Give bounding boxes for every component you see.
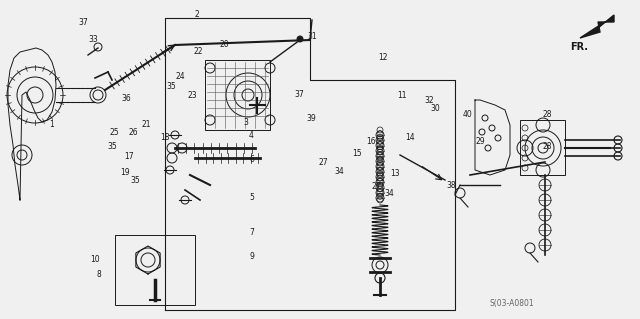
Text: 35: 35 <box>131 176 141 185</box>
Text: 8: 8 <box>97 270 102 279</box>
Text: 33: 33 <box>88 35 98 44</box>
Text: 4: 4 <box>249 131 254 140</box>
Text: 15: 15 <box>352 149 362 158</box>
Text: 10: 10 <box>90 256 100 264</box>
Bar <box>520 120 565 175</box>
Text: 36: 36 <box>122 94 132 103</box>
Text: 9: 9 <box>249 252 254 261</box>
Text: 35: 35 <box>166 82 176 91</box>
Text: 1: 1 <box>49 120 54 129</box>
Text: 6: 6 <box>249 155 254 164</box>
Text: 22: 22 <box>194 47 203 56</box>
Text: 23: 23 <box>187 91 197 100</box>
Bar <box>205 60 270 130</box>
Circle shape <box>297 36 303 42</box>
Text: FR.: FR. <box>570 42 588 52</box>
Text: 2: 2 <box>195 10 200 19</box>
Text: 28: 28 <box>543 110 552 119</box>
Polygon shape <box>580 15 614 38</box>
Text: 17: 17 <box>124 152 134 161</box>
Text: 18: 18 <box>161 133 170 142</box>
Text: 25: 25 <box>109 128 119 137</box>
Bar <box>115 235 195 305</box>
Text: 34: 34 <box>334 167 344 176</box>
Text: 38: 38 <box>446 181 456 189</box>
Text: 30: 30 <box>430 104 440 113</box>
Text: 26: 26 <box>128 128 138 137</box>
Text: 19: 19 <box>120 168 130 177</box>
Text: 29: 29 <box>475 137 485 146</box>
Text: 37: 37 <box>78 18 88 27</box>
Text: 40: 40 <box>462 110 472 119</box>
Text: 34: 34 <box>384 189 394 198</box>
Text: 39: 39 <box>307 114 317 122</box>
Text: 31: 31 <box>307 32 317 41</box>
Text: 5: 5 <box>249 193 254 202</box>
Text: 27: 27 <box>318 158 328 167</box>
Text: 37: 37 <box>294 90 305 99</box>
Text: 11: 11 <box>397 91 406 100</box>
Text: 12: 12 <box>378 53 387 62</box>
Text: 35: 35 <box>107 142 117 151</box>
Text: 7: 7 <box>249 228 254 237</box>
Text: S(03-A0801: S(03-A0801 <box>490 299 534 308</box>
Text: 24: 24 <box>175 72 186 81</box>
Text: 3: 3 <box>243 118 248 127</box>
Text: 20: 20 <box>219 40 229 49</box>
Text: 14: 14 <box>404 133 415 142</box>
Text: 21: 21 <box>141 120 150 129</box>
Text: 28: 28 <box>543 142 552 151</box>
Text: 32: 32 <box>424 96 434 105</box>
Text: 27: 27 <box>371 182 381 191</box>
Text: 16: 16 <box>366 137 376 146</box>
Text: 13: 13 <box>390 169 400 178</box>
